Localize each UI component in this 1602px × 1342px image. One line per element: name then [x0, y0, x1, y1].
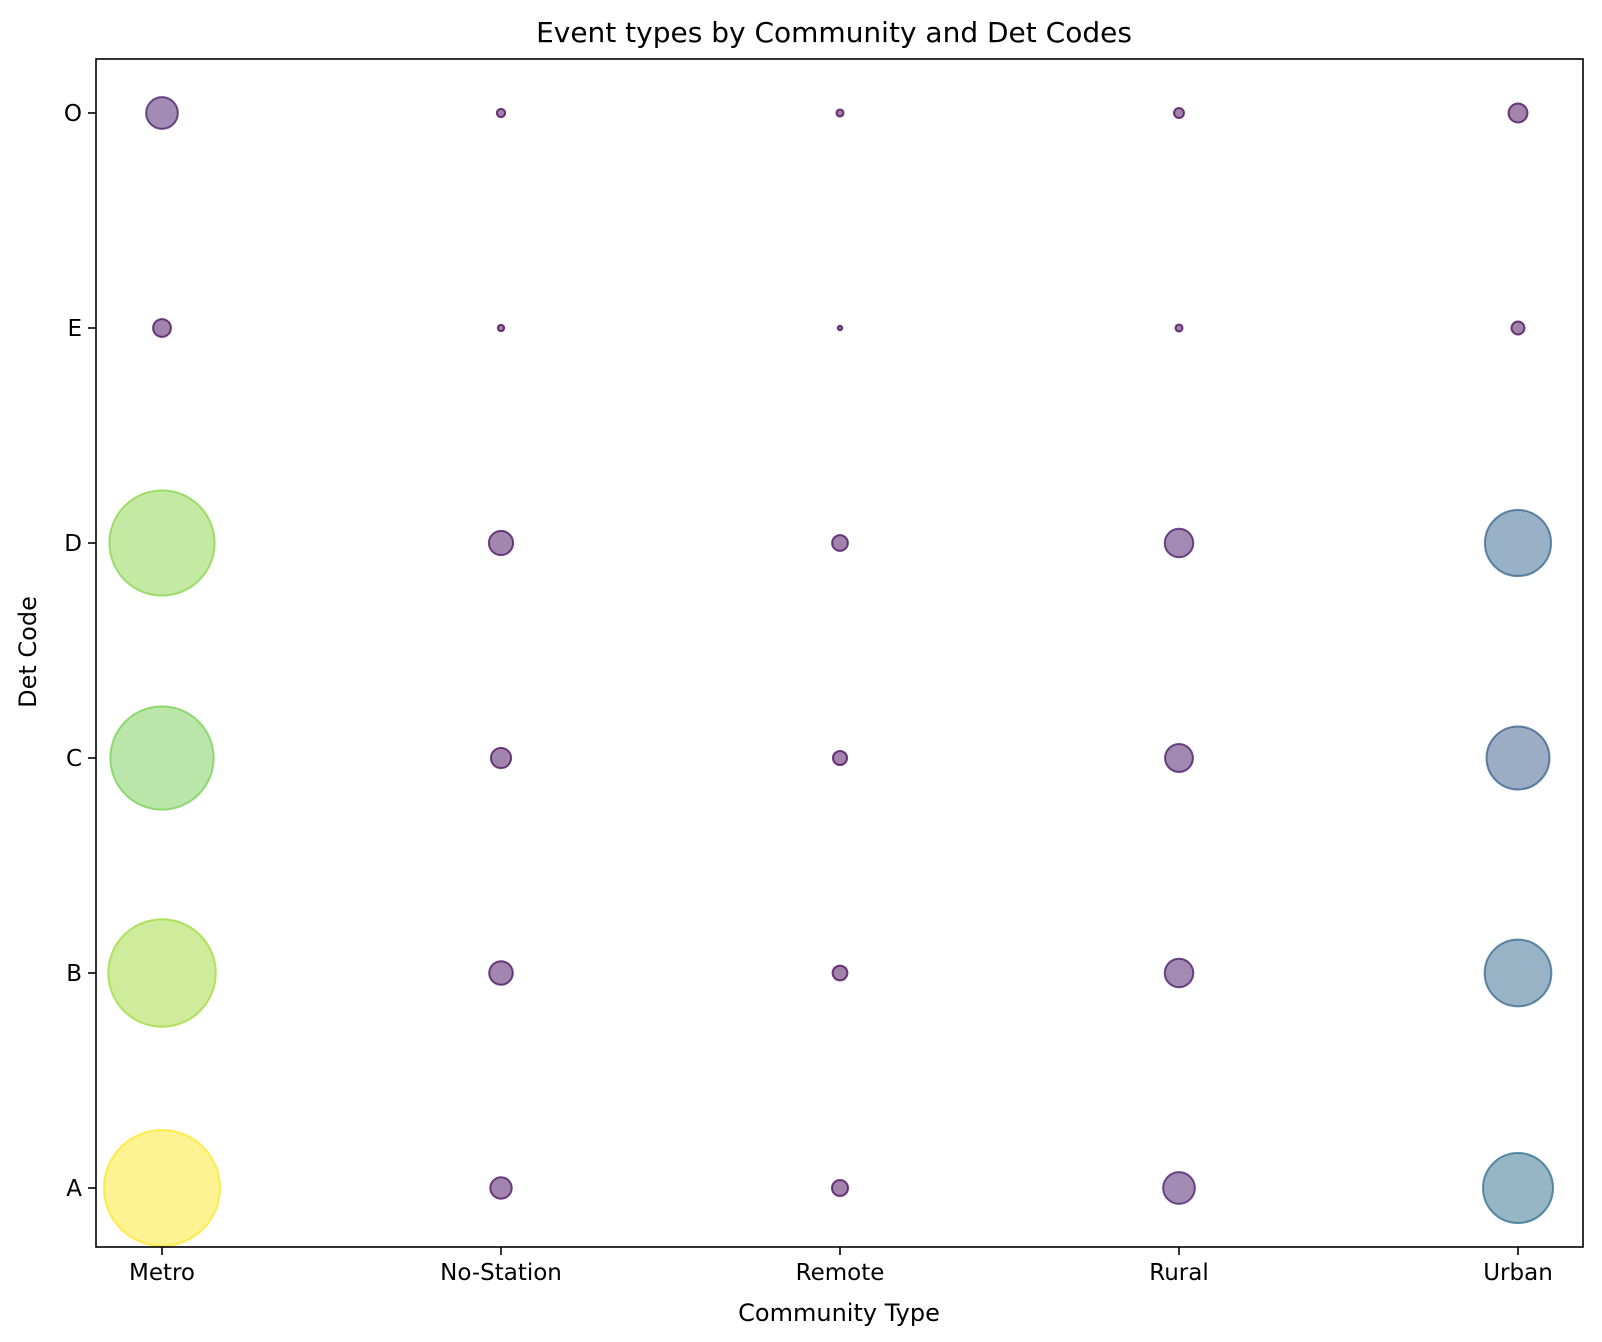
bubble-no-station-e: [496, 323, 506, 333]
x-tick-label: No-Station: [440, 1260, 562, 1286]
bubble-rural-b: [1163, 957, 1195, 989]
x-tick-label: Metro: [129, 1260, 195, 1286]
y-axis-label: Det Code: [14, 596, 42, 708]
y-tick-label: E: [67, 316, 82, 342]
bubble-remote-o: [835, 108, 845, 118]
chart-title: Event types by Community and Det Codes: [536, 16, 1132, 49]
y-tick-label: D: [64, 531, 82, 557]
bubble-urban-b: [1483, 938, 1553, 1008]
y-tick-label: C: [66, 746, 82, 772]
bubble-remote-e: [836, 324, 844, 332]
bubble-metro-a: [103, 1129, 221, 1247]
bubble-no-station-o: [495, 107, 507, 119]
plot-frame: [95, 58, 1584, 1248]
bubble-urban-d: [1483, 508, 1553, 578]
bubble-remote-b: [831, 964, 849, 982]
bubble-no-station-c: [489, 746, 513, 770]
bubble-metro-o: [145, 96, 179, 130]
bubble-metro-c: [109, 705, 215, 811]
bubble-urban-c: [1485, 725, 1551, 791]
bubble-metro-e: [152, 318, 172, 338]
points-layer: [103, 96, 1554, 1247]
bubble-metro-b: [107, 918, 217, 1028]
bubble-no-station-b: [488, 960, 514, 986]
bubble-rural-e: [1174, 323, 1184, 333]
y-tick-label: A: [66, 1176, 82, 1202]
x-tick-label: Remote: [796, 1260, 885, 1286]
bubble-rural-c: [1164, 743, 1194, 773]
x-axis-label: Community Type: [738, 1299, 940, 1327]
x-ticks: Metro No-Station Remote Rural Urban: [129, 1247, 1553, 1286]
bubble-remote-c: [831, 749, 849, 767]
y-tick-label: O: [64, 101, 82, 127]
x-tick-label: Rural: [1149, 1260, 1208, 1286]
bubble-no-station-d: [487, 529, 515, 557]
y-ticks: A B C D E O: [64, 101, 96, 1202]
bubble-remote-d: [831, 534, 849, 552]
bubble-metro-d: [108, 489, 216, 597]
bubble-rural-d: [1163, 527, 1195, 559]
bubble-no-station-a: [489, 1176, 513, 1200]
bubble-urban-e: [1510, 320, 1526, 336]
bubble-urban-o: [1507, 102, 1529, 124]
bubble-rural-o: [1173, 107, 1185, 119]
y-tick-label: B: [66, 961, 82, 987]
bubble-urban-a: [1482, 1152, 1554, 1224]
bubble-remote-a: [830, 1178, 850, 1198]
x-tick-label: Urban: [1483, 1260, 1553, 1286]
bubble-rural-a: [1162, 1171, 1196, 1205]
